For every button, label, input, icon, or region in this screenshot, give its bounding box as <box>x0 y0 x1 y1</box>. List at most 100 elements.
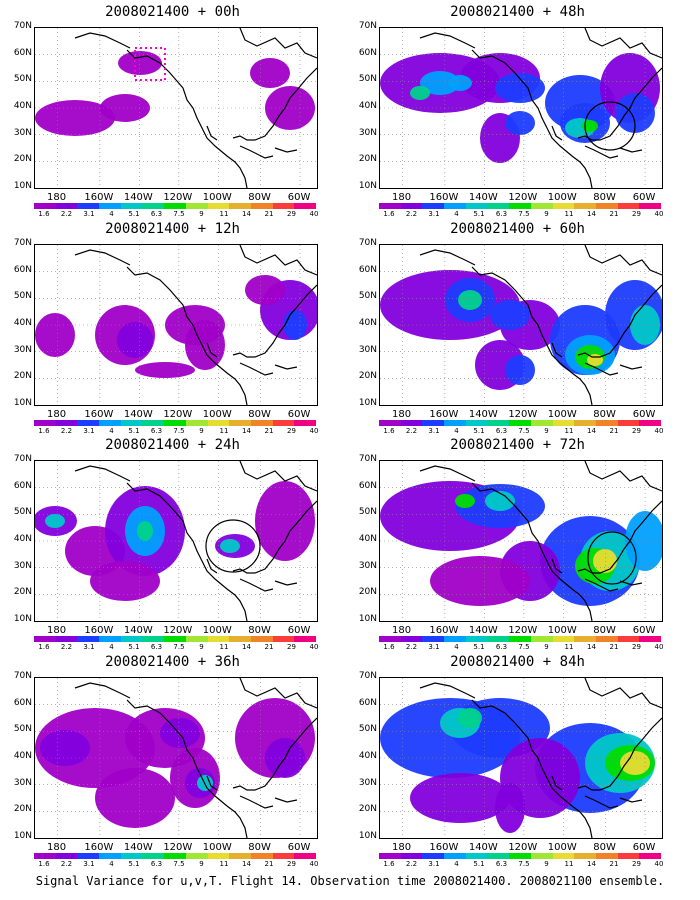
colorbar-label: 3.1 <box>83 860 95 868</box>
lon-tick-label: 160W <box>84 842 114 853</box>
lat-tick-label: 50N <box>13 724 32 735</box>
colorbar-label: 29 <box>287 860 296 868</box>
colorbar-label: 1.6 <box>38 643 50 651</box>
coastline <box>274 147 298 153</box>
colorbar-labels: 1.6 2.2 3.1 4 5.1 6.3 7.5 9 11 14 21 29 40 <box>383 427 663 436</box>
variance-contour <box>490 300 530 330</box>
coastline <box>584 578 619 592</box>
variance-contour <box>137 521 153 541</box>
colorbar-swatch <box>400 853 423 859</box>
coastline <box>232 500 317 574</box>
map-plot-area <box>379 27 663 189</box>
lat-tick-label: 70N <box>13 238 32 248</box>
lat-tick-label: 60N <box>13 264 32 275</box>
coastline <box>239 145 274 159</box>
colorbar-label: 6.3 <box>150 860 163 868</box>
coastline <box>584 245 662 276</box>
coastline <box>232 67 317 141</box>
lon-tick-label: 160W <box>84 625 114 636</box>
map-svg <box>380 245 662 405</box>
colorbar-label: 40 <box>654 643 664 651</box>
colorbar-swatch <box>639 636 661 642</box>
colorbar-swatch <box>422 420 445 426</box>
colorbar-swatch <box>120 203 143 209</box>
colorbar-label: 21 <box>264 643 274 651</box>
lon-tick-label: 100W <box>202 409 232 420</box>
variance-contour <box>458 290 482 310</box>
variance-contour <box>430 556 530 606</box>
map-panel: 2008021400 + 24h 70N 60N 50N 40N 30N 20N 10N 180… <box>0 433 345 651</box>
variance-contour <box>40 730 90 766</box>
colorbar-swatch <box>164 636 186 642</box>
colorbar-swatch <box>487 853 510 859</box>
variance-contour <box>220 539 240 553</box>
colorbar-swatch <box>272 853 295 859</box>
colorbar-label: 7.5 <box>518 427 530 435</box>
coastline <box>551 342 563 358</box>
map-panel: 2008021400 + 72h 70N 60N 50N 40N 30N 20N 10N 180… <box>345 433 690 651</box>
colorbar-label: 7.5 <box>173 643 185 651</box>
colorbar-label: 2.2 <box>60 427 73 435</box>
variance-contour <box>100 94 150 122</box>
lat-tick-label: 30N <box>13 127 32 138</box>
coastline <box>619 797 643 803</box>
colorbar-swatch <box>552 203 575 209</box>
colorbar-label: 9 <box>544 860 549 868</box>
colorbar-label: 2.2 <box>60 643 73 651</box>
lat-tick-label: 10N <box>13 181 32 191</box>
colorbar-label: 40 <box>654 427 664 435</box>
lon-tick-label: 140W <box>468 625 498 636</box>
variance-contour <box>505 355 535 385</box>
colorbar-swatch <box>142 853 165 859</box>
colorbar-swatch <box>509 636 531 642</box>
colorbar-swatch <box>229 420 251 426</box>
colorbar-label: 4 <box>454 210 459 218</box>
colorbar-label: 5.1 <box>128 210 140 218</box>
lat-tick-label: 10N <box>13 614 32 624</box>
colorbar-swatch <box>142 636 165 642</box>
colorbar-label: 1.6 <box>38 427 50 435</box>
colorbar-swatch <box>530 636 553 642</box>
colorbar-swatch <box>595 203 618 209</box>
coastline <box>619 364 643 370</box>
colorbar-label: 7.5 <box>173 860 185 868</box>
colorbar-swatch <box>120 420 143 426</box>
coastline <box>471 49 593 188</box>
colorbar-label: 4 <box>454 643 459 651</box>
colorbar-label: 6.3 <box>495 210 508 218</box>
coastline <box>126 482 248 621</box>
variance-contour <box>495 73 545 103</box>
lat-tick-label: 40N <box>13 101 32 111</box>
lat-tick-label: 60N <box>358 697 377 708</box>
lon-tick-label: 120W <box>508 192 538 203</box>
colorbar-swatch <box>595 853 618 859</box>
map-panel: 2008021400 + 60h 70N 60N 50N 40N 30N 20N 10N 180… <box>345 217 690 435</box>
colorbar <box>34 203 316 209</box>
colorbar <box>34 636 316 642</box>
colorbar-swatch <box>99 420 121 426</box>
lon-tick-label: 80W <box>248 625 271 636</box>
coastline <box>74 465 131 482</box>
colorbar-swatch <box>487 636 510 642</box>
lon-tick-label: 180 <box>392 842 412 853</box>
colorbar-label: 5.1 <box>473 427 485 435</box>
colorbar-swatch <box>294 203 316 209</box>
colorbar-label: 4 <box>109 210 114 218</box>
colorbar-label: 5.1 <box>473 643 485 651</box>
lon-tick-label: 60W <box>287 409 311 420</box>
colorbar-label: 1.6 <box>38 210 50 218</box>
coastline <box>74 249 131 266</box>
colorbar-label: 29 <box>632 210 641 218</box>
lat-tick-label: 30N <box>358 344 377 355</box>
coastline <box>206 342 218 358</box>
colorbar-swatch <box>272 203 295 209</box>
lon-tick-label: 140W <box>468 409 498 420</box>
colorbar-label: 21 <box>609 210 619 218</box>
map-plot-area <box>379 677 663 839</box>
map-svg <box>35 28 317 188</box>
lon-tick-label: 180 <box>47 625 67 636</box>
colorbar-swatch <box>164 203 186 209</box>
colorbar-swatch <box>400 636 423 642</box>
lon-tick-label: 60W <box>632 409 656 420</box>
colorbar-label: 29 <box>632 643 641 651</box>
